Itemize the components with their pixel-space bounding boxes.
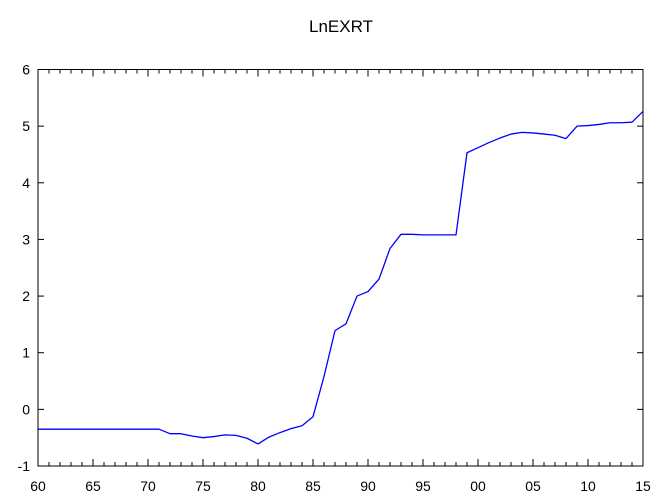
series-line-1 <box>38 110 644 445</box>
plot-frame <box>37 69 644 467</box>
y-tick-label: 4 <box>22 175 30 191</box>
y-tick-label: 1 <box>22 345 30 361</box>
series-layer <box>38 110 644 445</box>
x-tick-label: 10 <box>580 478 596 494</box>
axis-tick-labels: 60 65 70 75 80 85 90 95 00 05 10 15 -1 0 1 2 3 4 5 6 <box>18 62 651 495</box>
x-tick-label: 05 <box>525 478 541 494</box>
x-tick-label: 75 <box>195 478 211 494</box>
x-tick-label: 80 <box>250 478 266 494</box>
x-tick-label: 95 <box>415 478 431 494</box>
chart-title: LnEXRT <box>309 17 373 36</box>
y-tick-label: 6 <box>22 62 30 78</box>
x-tick-label: 15 <box>635 478 651 494</box>
y-tick-label: 3 <box>22 231 30 247</box>
y-tick-label: -1 <box>18 458 31 474</box>
y-tick-label: 2 <box>22 288 30 304</box>
axis-ticks <box>37 69 644 467</box>
x-tick-label: 70 <box>140 478 156 494</box>
x-tick-label: 85 <box>305 478 321 494</box>
y-tick-label: 5 <box>22 118 30 134</box>
x-tick-label: 65 <box>85 478 101 494</box>
x-tick-label: 60 <box>30 478 46 494</box>
x-tick-label: 00 <box>470 478 486 494</box>
y-tick-label: 0 <box>22 401 30 417</box>
x-tick-label: 90 <box>360 478 376 494</box>
